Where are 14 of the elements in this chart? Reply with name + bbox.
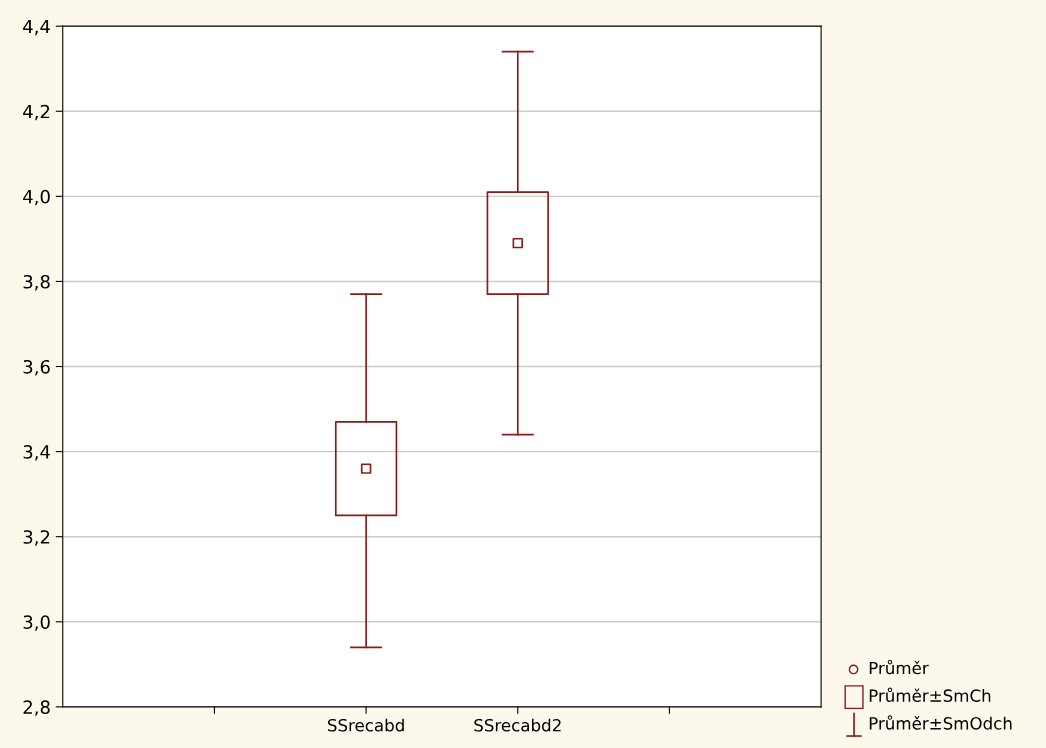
x-tick-label: SSrecabd2 [474,718,561,732]
x-tick-label: SSrecabd [327,718,404,732]
text: Průměr±SmCh [869,687,991,702]
text: Průměr±SmOdch [869,715,1012,730]
y-tick-label: 3,2 [23,530,50,546]
y-tick-label: 4,4 [23,19,50,36]
y-tick-label: 3,0 [23,615,50,631]
y-tick-label: 3,6 [23,359,50,376]
y-tick-label: 2,8 [23,700,50,716]
text: Průměr [869,659,929,675]
y-tick-label: 4,2 [23,104,50,121]
y-tick-label: 3,8 [23,274,50,291]
y-tick-label: 4,0 [23,189,50,206]
y-tick-label: 3,4 [23,445,50,461]
